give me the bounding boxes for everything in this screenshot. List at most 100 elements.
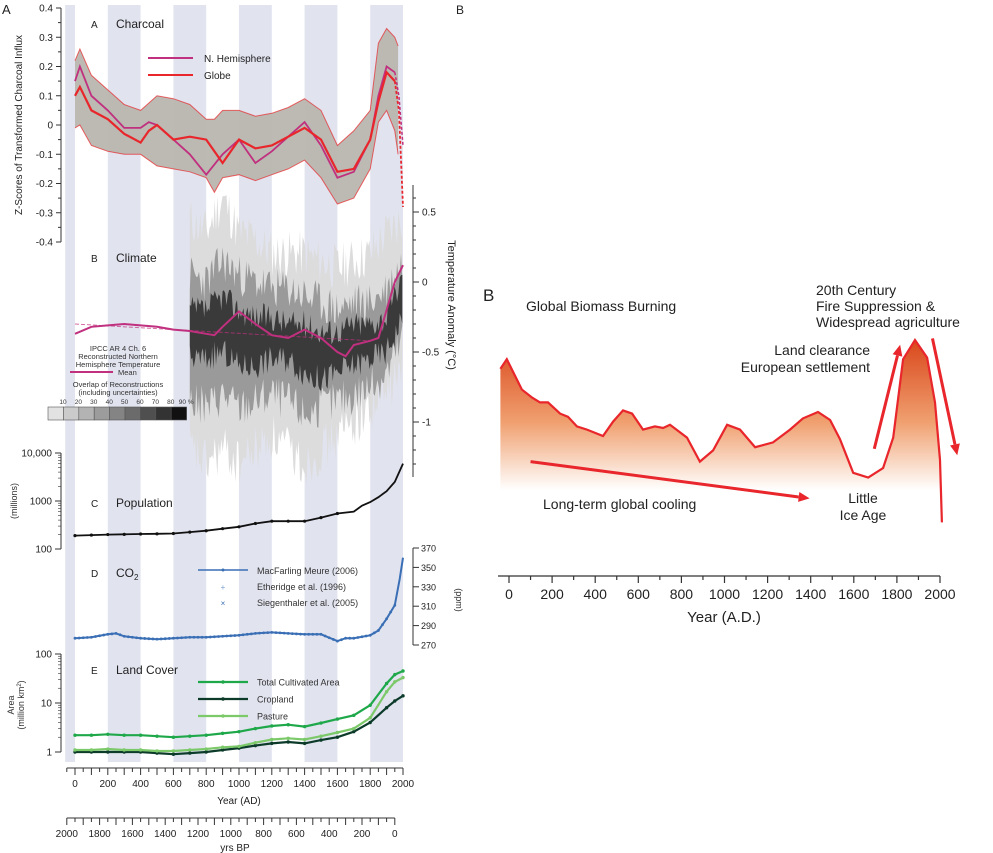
population-point bbox=[221, 527, 225, 531]
trend-arrowhead bbox=[892, 344, 903, 357]
land-cover-point bbox=[352, 729, 356, 734]
land-cover-point bbox=[138, 748, 143, 752]
land-cover-point bbox=[368, 720, 372, 725]
co2-point bbox=[295, 632, 298, 636]
overlap-core-envelope bbox=[189, 274, 403, 391]
population-point bbox=[286, 519, 290, 523]
year-axis-tick-label: 200 bbox=[99, 779, 116, 790]
annotation-fire-suppression: Fire Suppression & bbox=[816, 298, 936, 314]
left-panel-axes: 0.4 0.3 0.2 0.1 0 -0.1 -0.2 -0.3 -0.4 0.5 0 -0.5 -1 1… bbox=[21, 4, 439, 841]
panel-c-ytick-label: 10,000 bbox=[21, 449, 52, 460]
panel-d-letter: D bbox=[91, 569, 98, 580]
co2-point bbox=[85, 636, 89, 639]
land-cover-point bbox=[89, 748, 94, 752]
land-cover-point bbox=[73, 733, 77, 737]
land-cover-point bbox=[204, 750, 208, 754]
co2-point bbox=[122, 634, 126, 638]
land-cover-point bbox=[106, 747, 110, 751]
co2-point bbox=[102, 633, 106, 637]
right-xaxis-tick-label: 600 bbox=[627, 586, 651, 602]
land-cover-point bbox=[188, 751, 192, 755]
population-point bbox=[335, 511, 339, 516]
co2-point bbox=[381, 623, 384, 627]
annotation-cooling: Long-term global cooling bbox=[543, 496, 696, 512]
co2-point bbox=[331, 638, 335, 641]
co2-point bbox=[336, 639, 339, 643]
biomass-burning-line bbox=[499, 337, 943, 523]
overlap-scale-cell bbox=[170, 406, 187, 421]
left-panel-plots bbox=[73, 27, 405, 756]
panel-b-ytick-label: 0.5 bbox=[422, 208, 436, 219]
land-cover-point bbox=[220, 731, 225, 736]
bp-axis-tick-label: 800 bbox=[255, 829, 272, 840]
co2-point bbox=[213, 635, 216, 639]
co2-point bbox=[135, 636, 138, 640]
right-panel-letter: B bbox=[483, 286, 494, 305]
land-cover-point bbox=[286, 740, 290, 744]
land-cover-point bbox=[393, 699, 397, 703]
co2-point bbox=[262, 631, 265, 635]
population-point bbox=[270, 519, 274, 523]
co2-point bbox=[274, 631, 278, 635]
right-xaxis-tick-label: 400 bbox=[584, 586, 608, 602]
bp-axis-tick-label: 1400 bbox=[154, 829, 177, 840]
co2-point bbox=[77, 636, 81, 640]
co2-point bbox=[241, 633, 245, 637]
co2-point bbox=[323, 634, 327, 638]
land-cover-point bbox=[286, 723, 290, 727]
co2-point bbox=[180, 636, 184, 640]
land-cover-point bbox=[188, 734, 192, 738]
panel-b-ytick-label: -1 bbox=[422, 418, 431, 429]
legend-macfarling-label: MacFarling Meure (2006) bbox=[257, 566, 358, 576]
population-point bbox=[303, 519, 307, 523]
panel-c-ylabel: (millions) bbox=[9, 483, 19, 519]
year-axis-tick-label: 1400 bbox=[293, 779, 316, 790]
co2-point bbox=[167, 637, 171, 640]
bp-axis-label: yrs BP bbox=[220, 843, 250, 853]
panel-e-ytick-label: 1 bbox=[46, 748, 52, 759]
land-cover-point bbox=[302, 737, 307, 742]
overlap-scale-cell bbox=[155, 406, 172, 421]
panel-e-ytick-label: 10 bbox=[41, 699, 53, 710]
legend-label: Cropland bbox=[257, 695, 294, 705]
land-cover-point bbox=[106, 732, 110, 736]
land-cover-point bbox=[253, 743, 258, 748]
charcoal-upper-bound-line bbox=[74, 27, 399, 147]
co2-point bbox=[229, 634, 233, 638]
land-cover-point bbox=[352, 726, 356, 731]
co2-point bbox=[204, 635, 208, 639]
panel-d-ytick-label: 370 bbox=[421, 544, 436, 554]
co2-point bbox=[225, 634, 229, 638]
bp-axis-tick-label: 0 bbox=[392, 829, 398, 840]
population-point bbox=[122, 532, 126, 536]
land-cover-point bbox=[122, 748, 126, 752]
co2-point bbox=[372, 631, 376, 635]
shaded-interval bbox=[65, 5, 75, 762]
population-point bbox=[253, 521, 257, 526]
land-cover-point bbox=[155, 734, 159, 738]
bp-axis-tick-label: 1800 bbox=[88, 829, 111, 840]
co2-point bbox=[307, 632, 311, 636]
charcoal-lower-bound-line bbox=[74, 109, 399, 205]
overlap-scale-cell bbox=[124, 406, 141, 421]
land-cover-point bbox=[384, 706, 389, 710]
land-cover-point bbox=[368, 716, 372, 720]
legend-marker bbox=[221, 697, 225, 701]
legend-globe-label: Globe bbox=[204, 71, 231, 82]
population-point bbox=[188, 530, 192, 534]
panel-b-ytick-label: 0 bbox=[422, 278, 428, 289]
land-cover-point bbox=[171, 749, 176, 753]
co2-point bbox=[110, 632, 114, 636]
panel-a-ytick-label: 0.2 bbox=[39, 62, 53, 73]
overlap-scale-percent: 20 bbox=[75, 399, 83, 406]
biomass-burning-area bbox=[500, 340, 940, 490]
co2-point bbox=[303, 632, 306, 636]
land-cover-point bbox=[286, 736, 290, 741]
land-cover-point bbox=[393, 672, 397, 677]
co2-point bbox=[245, 632, 249, 636]
trend-arrow-shaft bbox=[872, 355, 899, 450]
co2-point bbox=[311, 632, 315, 636]
land-cover-point bbox=[106, 750, 110, 754]
co2-point bbox=[299, 632, 302, 636]
land-cover-point bbox=[138, 733, 143, 737]
